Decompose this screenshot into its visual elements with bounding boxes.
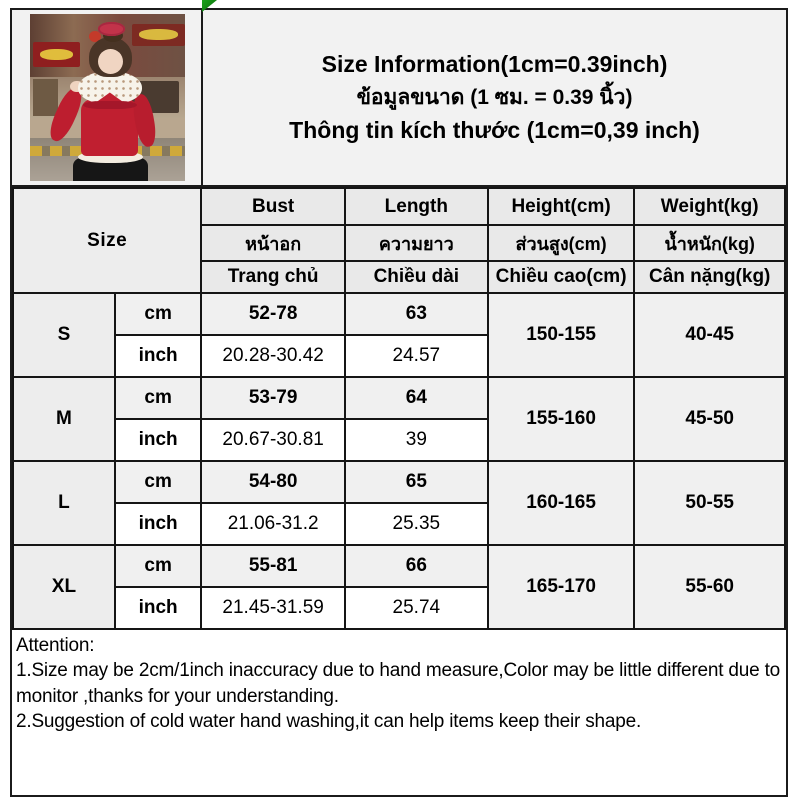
attention-note-2: 2.Suggestion of cold water hand washing,… <box>16 710 642 732</box>
table-row: M cm 53-79 64 155-160 45-50 <box>12 376 786 462</box>
photo-model-face <box>98 49 123 75</box>
header-length-th: ความยาว <box>343 224 489 262</box>
unit-inch: inch <box>113 418 203 462</box>
title-vietnamese: Thông tin kích thước (1cm=0,39 inch) <box>289 117 700 144</box>
photo-left-sign <box>33 42 80 68</box>
bust-xl-cm: 55-81 <box>200 544 346 588</box>
table-row: inch 20.28-30.42 24.57 <box>13 334 785 378</box>
table-row: inch 21.45-31.59 25.74 <box>13 586 785 630</box>
bust-l-inch: 21.06-31.2 <box>200 502 346 546</box>
photo-right-sign-text <box>138 29 178 41</box>
unit-cm: cm <box>113 460 203 504</box>
size-label-m: M <box>12 376 116 462</box>
length-xl-inch: 25.74 <box>343 586 489 630</box>
header-weight-th: น้ำหนัก(kg) <box>633 224 786 262</box>
attention-section: Attention: 1.Size may be 2cm/1inch inacc… <box>12 630 786 734</box>
top-section: Size Information(1cm=0.39inch) ข้อมูลขนา… <box>12 10 786 187</box>
length-xl-cm: 66 <box>343 544 489 588</box>
photo-model-ruffle <box>82 100 137 110</box>
photo-door <box>33 79 58 116</box>
photo-model-lace-hem <box>78 150 144 163</box>
header-length-en: Length <box>343 187 489 226</box>
photo-right-sign <box>132 24 185 46</box>
size-label-s: S <box>12 292 116 378</box>
height-l: 160-165 <box>486 460 636 546</box>
header-length-vi: Chiều dài <box>343 260 489 294</box>
length-m-inch: 39 <box>343 418 489 462</box>
length-m-cm: 64 <box>343 376 489 420</box>
bust-l-cm: 54-80 <box>200 460 346 504</box>
header-bust-th: หน้าอก <box>200 224 346 262</box>
table-row: XL cm 55-81 66 165-170 55-60 <box>12 544 786 630</box>
title-block: Size Information(1cm=0.39inch) ข้อมูลขนา… <box>203 10 786 185</box>
photo-model-hand <box>70 80 85 93</box>
bust-xl-inch: 21.45-31.59 <box>200 586 346 630</box>
height-s: 150-155 <box>486 292 636 378</box>
header-height-vi: Chiều cao(cm) <box>486 260 636 294</box>
header-height-en: Height(cm) <box>486 187 636 226</box>
table-row: S cm 52-78 63 150-155 40-45 <box>12 292 786 378</box>
photo-lantern <box>88 30 102 43</box>
unit-inch: inch <box>113 502 203 546</box>
header-bust-en: Bust <box>200 187 346 226</box>
weight-m: 45-50 <box>633 376 786 462</box>
size-label-l: L <box>12 460 116 546</box>
height-xl: 165-170 <box>486 544 636 630</box>
size-chart-panel: Size Information(1cm=0.39inch) ข้อมูลขนา… <box>10 8 788 797</box>
length-s-inch: 24.57 <box>343 334 489 378</box>
height-m: 155-160 <box>486 376 636 462</box>
weight-l: 50-55 <box>633 460 786 546</box>
length-s-cm: 63 <box>343 292 489 336</box>
photo-cell <box>12 10 203 185</box>
table-row: L cm 54-80 65 160-165 50-55 <box>12 460 786 546</box>
product-photo <box>30 14 185 181</box>
photo-model-red-scrunchie <box>98 22 125 36</box>
table-row: inch 20.67-30.81 39 <box>13 418 785 462</box>
title-english: Size Information(1cm=0.39inch) <box>321 50 668 77</box>
title-thai: ข้อมูลขนาด (1 ซม. = 0.39 นิ้ว) <box>356 85 633 109</box>
photo-model-skirt <box>73 157 148 181</box>
unit-inch: inch <box>113 586 203 630</box>
unit-cm: cm <box>113 376 203 420</box>
table-row: inch 21.06-31.2 25.35 <box>13 502 785 546</box>
attention-note-1: 1.Size may be 2cm/1inch inaccuracy due t… <box>16 660 781 707</box>
bust-s-inch: 20.28-30.42 <box>200 334 346 378</box>
header-weight-vi: Cân nặng(kg) <box>633 260 786 294</box>
unit-inch: inch <box>113 334 203 378</box>
weight-xl: 55-60 <box>633 544 786 630</box>
attention-heading: Attention: <box>16 635 95 656</box>
header-height-th: ส่วนสูง(cm) <box>486 224 636 262</box>
length-l-inch: 25.35 <box>343 502 489 546</box>
weight-s: 40-45 <box>633 292 786 378</box>
header-bust-vi: Trang chủ <box>200 260 346 294</box>
size-label-xl: XL <box>12 544 116 630</box>
photo-left-sign-text <box>40 49 73 61</box>
bust-s-cm: 52-78 <box>200 292 346 336</box>
header-weight-en: Weight(kg) <box>633 187 786 226</box>
bust-m-cm: 53-79 <box>200 376 346 420</box>
unit-cm: cm <box>113 544 203 588</box>
unit-cm: cm <box>113 292 203 336</box>
length-l-cm: 65 <box>343 460 489 504</box>
size-table: Size Bust Length Height(cm) Weight(kg) ห… <box>11 187 786 630</box>
bust-m-inch: 20.67-30.81 <box>200 418 346 462</box>
size-corner-header: Size <box>11 187 203 294</box>
